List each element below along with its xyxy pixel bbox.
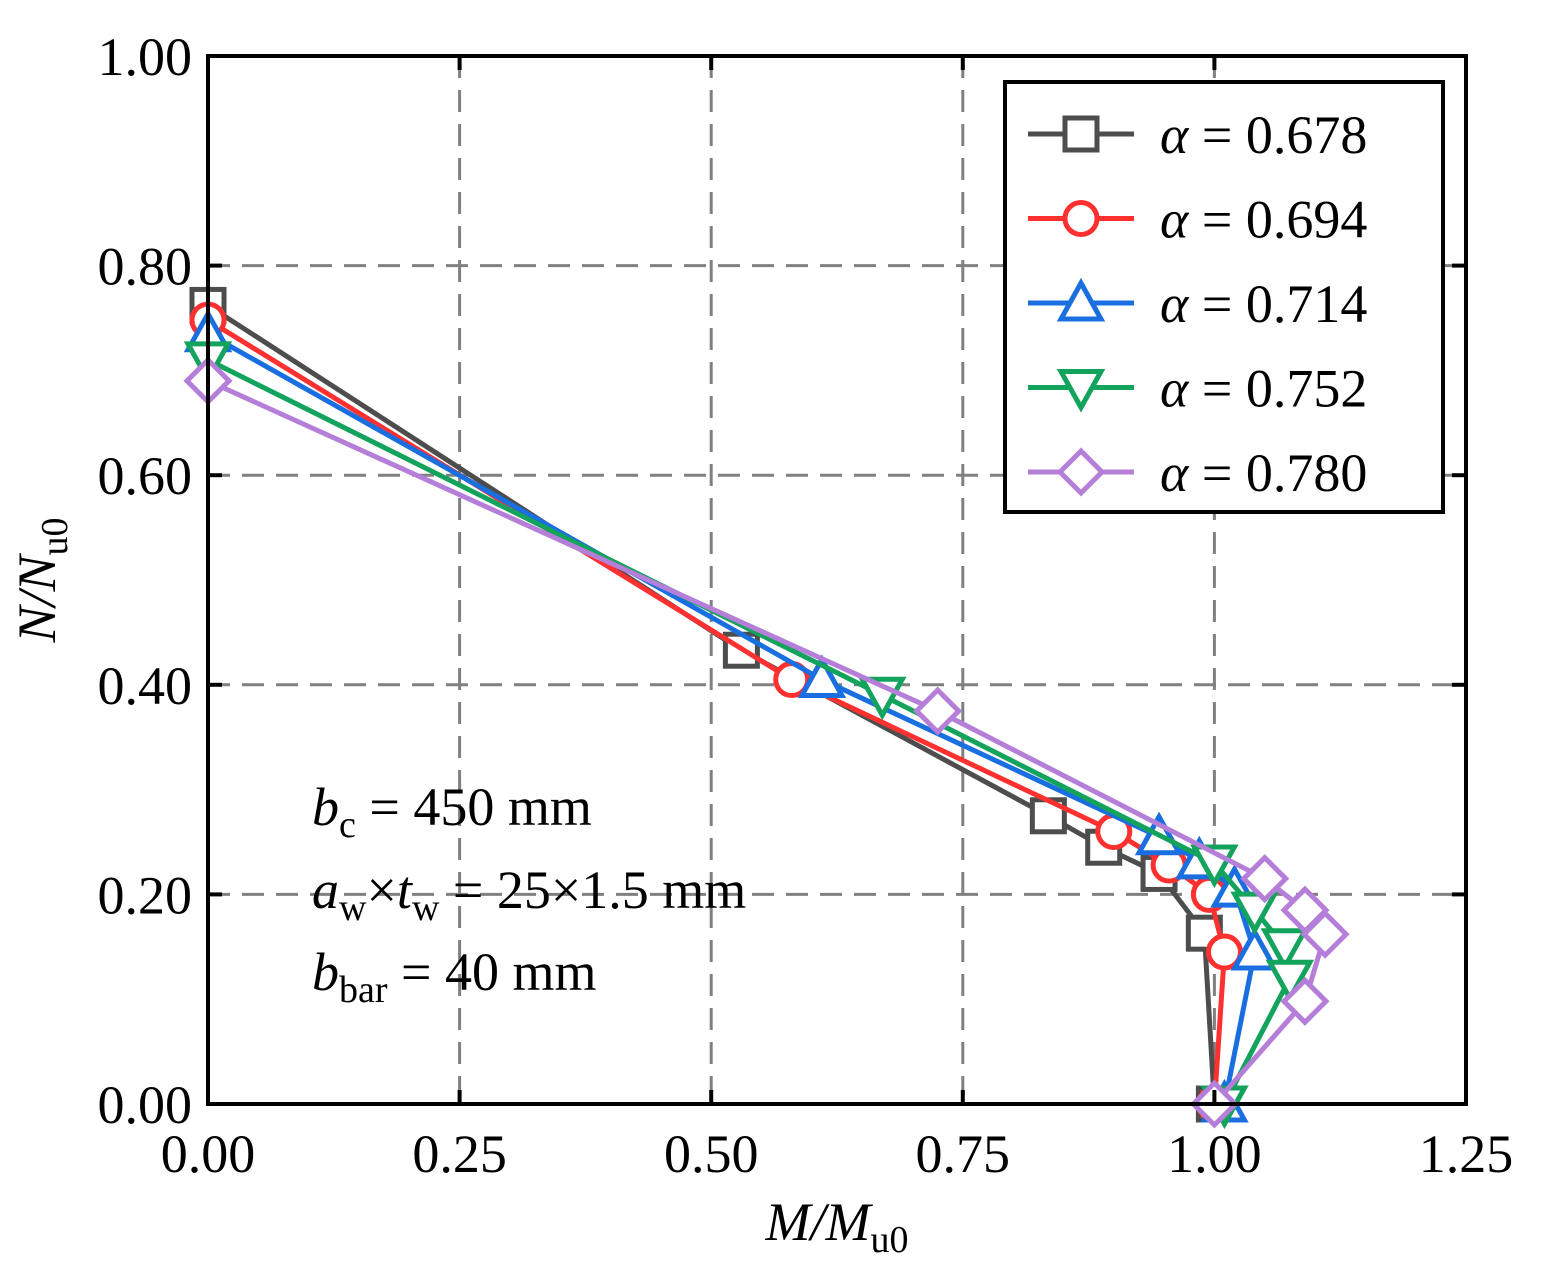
data-point — [1300, 909, 1350, 959]
legend-entry-1: α = 0.694 — [1028, 190, 1367, 250]
annotation-aw-tw: aw×tw = 25×1.5 mm — [312, 860, 746, 929]
legend-marker — [1056, 277, 1106, 322]
y-tick-label: 0.40 — [98, 656, 193, 716]
tick-labels: 0.00 0.25 0.50 0.75 1.00 1.25 0.00 0.20 0.40 0.60… — [98, 27, 1514, 1184]
series-3 — [183, 341, 1315, 1130]
legend-label: α = 0.714 — [1160, 274, 1367, 334]
plot-frame — [206, 54, 1468, 1106]
y-tick-label: 0.80 — [98, 237, 193, 297]
axis-ticks — [206, 54, 1468, 1106]
y-tick-label: 1.00 — [98, 27, 193, 87]
series-4 — [183, 356, 1350, 1129]
legend-label: α = 0.694 — [1160, 190, 1367, 250]
parameter-annotations: bc = 450 mm aw×tw = 25×1.5 mm bbar = 40 … — [312, 777, 746, 1011]
legend-entry-2: α = 0.714 — [1028, 274, 1367, 334]
y-tick-label: 0.60 — [98, 446, 193, 506]
legend-marker — [1056, 447, 1106, 497]
legend-marker — [1062, 200, 1100, 237]
annotation-bbar: bbar = 40 mm — [312, 942, 597, 1011]
x-tick-label: 0.00 — [161, 1124, 256, 1184]
y-axis-title: N/Nu0 — [7, 517, 76, 643]
legend-entry-4: α = 0.780 — [1028, 443, 1367, 503]
data-point — [1260, 928, 1310, 972]
legend: α = 0.678 α = 0.694 α = 0.714 α = 0.752 α = … — [1003, 80, 1445, 514]
legend-entry-3: α = 0.752 — [1028, 359, 1367, 419]
x-tick-label: 0.25 — [412, 1124, 507, 1184]
data-point — [797, 654, 847, 699]
x-tick-label: 1.25 — [1419, 1124, 1514, 1184]
legend-label: α = 0.678 — [1160, 105, 1367, 165]
legend-entry-0: α = 0.678 — [1028, 105, 1367, 165]
legend-marker — [1056, 369, 1106, 413]
x-tick-label: 1.00 — [1167, 1124, 1262, 1184]
data-point — [1280, 976, 1330, 1026]
legend-label: α = 0.780 — [1160, 443, 1367, 503]
x-axis-title: M/Mu0 — [765, 1192, 909, 1261]
data-point — [913, 686, 963, 736]
data-point — [1265, 959, 1315, 1004]
data-point — [1240, 854, 1290, 904]
y-tick-label: 0.00 — [98, 1075, 193, 1135]
data-point — [1230, 926, 1279, 971]
x-tick-label: 0.50 — [664, 1124, 759, 1184]
x-tick-label: 0.75 — [916, 1124, 1011, 1184]
y-tick-label: 0.20 — [98, 865, 193, 925]
annotation-bc: bc = 450 mm — [312, 777, 592, 846]
legend-label: α = 0.752 — [1160, 359, 1367, 419]
data-point — [1205, 933, 1243, 971]
series-layer — [183, 286, 1350, 1130]
legend-marker — [1062, 115, 1100, 153]
